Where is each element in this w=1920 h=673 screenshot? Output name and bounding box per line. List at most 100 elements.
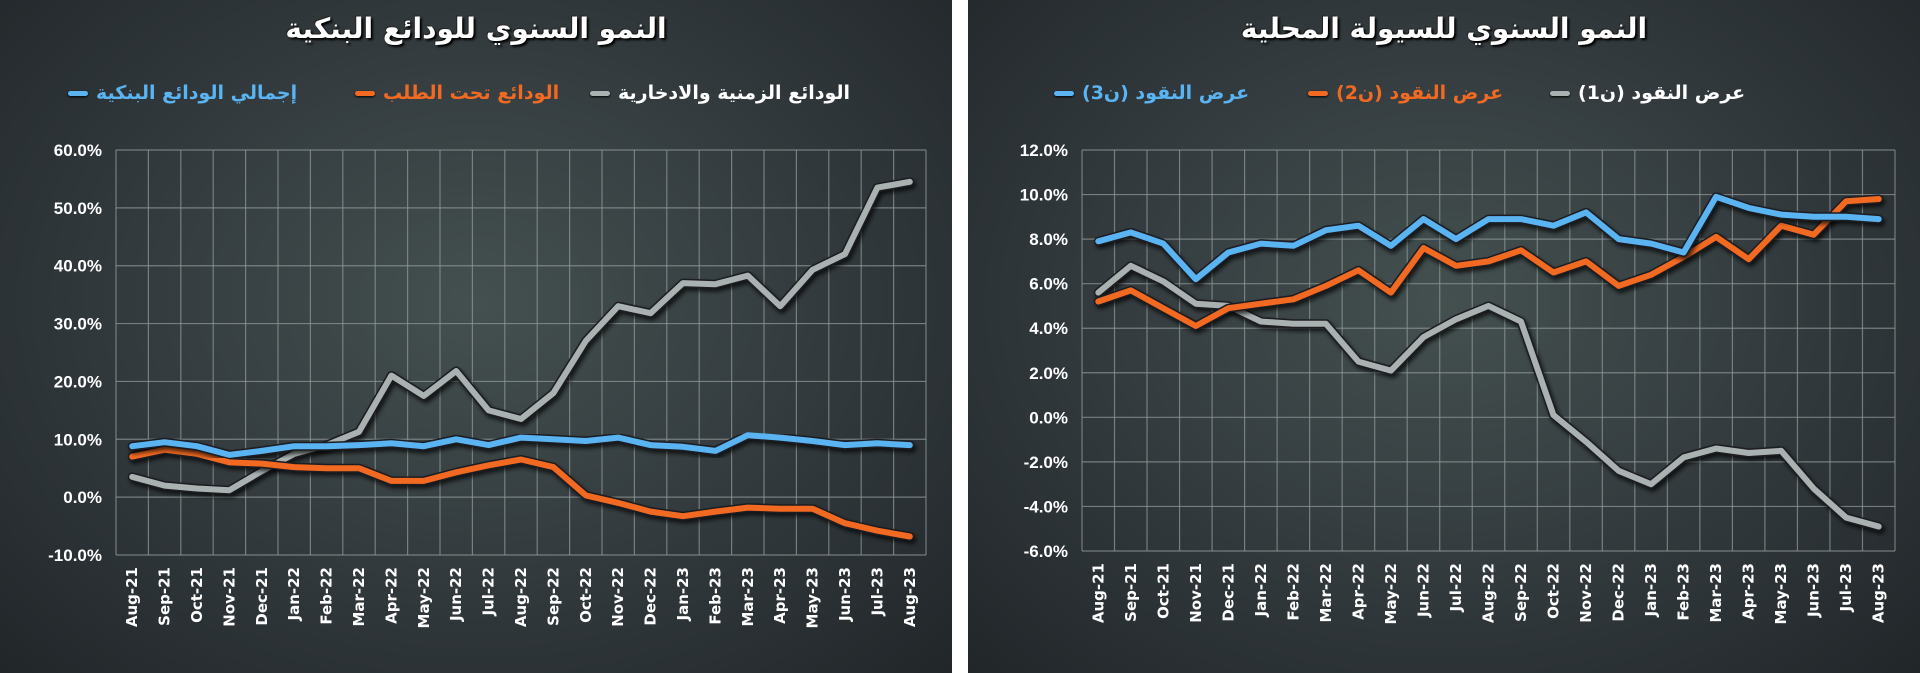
legend-label: الودائع تحت الطلب xyxy=(383,82,560,104)
y-tick-label: 60.0% xyxy=(54,141,102,160)
x-tick-label: Jun-23 xyxy=(836,567,854,622)
x-tick-label: Mar-23 xyxy=(739,567,757,627)
legend-label: عرض النقود (ن3) xyxy=(1082,82,1250,104)
x-tick-label: Apr-22 xyxy=(382,567,400,624)
y-tick-label: 20.0% xyxy=(54,372,102,391)
y-tick-label: 50.0% xyxy=(54,199,102,218)
legend-item-demand: الودائع تحت الطلب xyxy=(355,82,559,104)
legend-swatch-blue xyxy=(1054,90,1074,96)
x-tick-label: Jul-23 xyxy=(868,567,886,617)
x-tick-label: Dec-21 xyxy=(1219,563,1237,622)
x-tick-label: Aug-23 xyxy=(901,567,919,627)
y-tick-label: 0.0% xyxy=(1029,408,1068,427)
x-tick-label: Feb-23 xyxy=(1675,563,1693,621)
x-tick-label: Sep-22 xyxy=(1512,563,1530,622)
x-tick-label: Sep-21 xyxy=(156,567,174,626)
legend-label: عرض النقود (ن2) xyxy=(1336,82,1504,104)
y-tick-label: 30.0% xyxy=(54,315,102,334)
legend-item-time-savings: الودائع الزمنية والادخارية xyxy=(590,82,850,104)
legend-label: إجمالي الودائع البنكية xyxy=(96,82,298,104)
x-tick-label: Jan-22 xyxy=(1252,563,1270,617)
x-tick-label: Aug-22 xyxy=(512,567,530,627)
x-tick-label: Dec-22 xyxy=(642,567,660,626)
series-line xyxy=(1095,193,1882,283)
x-tick-label: Sep-21 xyxy=(1122,563,1140,622)
x-tick-label: Apr-22 xyxy=(1349,563,1367,620)
series-line xyxy=(129,432,913,458)
chart-title: النمو السنوي للودائع البنكية xyxy=(285,12,667,45)
series-line xyxy=(129,178,913,494)
x-tick-label: Jan-23 xyxy=(674,567,692,621)
x-tick-label: Apr-23 xyxy=(771,567,789,624)
legend-swatch-orange xyxy=(355,90,375,96)
x-tick-label: Jan-23 xyxy=(1642,563,1660,617)
x-tick-label: Feb-23 xyxy=(706,567,724,625)
x-tick-label: Nov-21 xyxy=(220,567,238,627)
y-tick-label: 10.0% xyxy=(1020,186,1068,205)
series-line xyxy=(129,446,913,540)
x-tick-label: Feb-22 xyxy=(318,567,336,625)
chart-title: النمو السنوي للسيولة المحلية xyxy=(1240,12,1648,45)
x-tick-label: Jul-22 xyxy=(480,567,498,617)
x-tick-label: May-22 xyxy=(415,567,433,628)
y-tick-label: -6.0% xyxy=(1024,542,1068,561)
liquidity-growth-chart-panel: النمو السنوي للسيولة المحلية عرض النقود … xyxy=(968,0,1920,673)
x-tick-label: Jul-23 xyxy=(1837,563,1855,613)
legend-item-m3: عرض النقود (ن3) xyxy=(1054,82,1249,104)
x-tick-label: Mar-22 xyxy=(350,567,368,627)
legend-item-m2: عرض النقود (ن2) xyxy=(1308,82,1503,104)
y-tick-label: 8.0% xyxy=(1029,230,1068,249)
x-tick-label: Mar-22 xyxy=(1317,563,1335,623)
line-plot: 12.0% 10.0% 8.0% 6.0% 4.0% 2.0% 0.0% -2.0% -4.0%… xyxy=(1020,141,1896,624)
y-tick-label: -2.0% xyxy=(1024,453,1068,472)
legend-swatch-gray xyxy=(1550,90,1570,96)
y-tick-label: 40.0% xyxy=(54,257,102,276)
x-tick-label: Aug-22 xyxy=(1480,563,1498,623)
x-tick-label: Oct-22 xyxy=(1545,563,1563,619)
legend-item-m1: عرض النقود (ن1) xyxy=(1550,82,1745,104)
x-tick-label: May-23 xyxy=(1772,563,1790,624)
deposits-growth-chart-panel: النمو السنوي للودائع البنكية الودائع الز… xyxy=(0,0,952,673)
x-tick-label: Oct-21 xyxy=(188,567,206,623)
y-tick-label: 12.0% xyxy=(1020,141,1068,160)
grid xyxy=(115,149,927,556)
legend-swatch-gray xyxy=(590,90,610,96)
x-tick-label: May-22 xyxy=(1382,563,1400,624)
legend-swatch-orange xyxy=(1308,90,1328,96)
x-tick-label: Jul-22 xyxy=(1447,563,1465,613)
legend-label: عرض النقود (ن1) xyxy=(1578,82,1746,104)
x-tick-label: Oct-21 xyxy=(1154,563,1172,619)
panel-divider xyxy=(952,0,968,673)
y-tick-label: 6.0% xyxy=(1029,275,1068,294)
x-tick-label: Dec-21 xyxy=(253,567,271,626)
x-tick-label: Aug-21 xyxy=(123,567,141,627)
x-tick-label: Aug-21 xyxy=(1089,563,1107,623)
y-tick-label: 2.0% xyxy=(1029,364,1068,383)
x-tick-label: Jan-22 xyxy=(285,567,303,621)
x-tick-label: Nov-22 xyxy=(1577,563,1595,623)
x-tick-label: Aug-23 xyxy=(1870,563,1888,623)
x-tick-label: Oct-22 xyxy=(577,567,595,623)
legend-label: الودائع الزمنية والادخارية xyxy=(618,82,851,104)
legend-item-total: إجمالي الودائع البنكية xyxy=(68,82,297,104)
x-tick-label: Nov-21 xyxy=(1187,563,1205,623)
series-line xyxy=(1095,262,1882,530)
x-tick-label: Mar-23 xyxy=(1707,563,1725,623)
legend-swatch-blue xyxy=(68,90,88,96)
x-tick-label: Sep-22 xyxy=(544,567,562,626)
x-tick-label: Apr-23 xyxy=(1740,563,1758,620)
y-tick-label: 0.0% xyxy=(63,488,102,507)
line-plot: 60.0% 50.0% 40.0% 30.0% 20.0% 10.0% 0.0% -10.0%… xyxy=(48,141,927,628)
x-tick-label: Dec-22 xyxy=(1610,563,1628,622)
series-line xyxy=(1095,196,1882,329)
y-tick-label: -10.0% xyxy=(48,546,102,565)
x-tick-label: Nov-22 xyxy=(609,567,627,627)
x-tick-label: Feb-22 xyxy=(1284,563,1302,621)
y-tick-label: -4.0% xyxy=(1024,497,1068,516)
y-tick-label: 4.0% xyxy=(1029,319,1068,338)
y-tick-label: 10.0% xyxy=(54,430,102,449)
x-tick-label: May-23 xyxy=(804,567,822,628)
x-tick-label: Jun-22 xyxy=(1414,563,1432,618)
x-tick-label: Jun-23 xyxy=(1805,563,1823,618)
x-tick-label: Jun-22 xyxy=(447,567,465,622)
